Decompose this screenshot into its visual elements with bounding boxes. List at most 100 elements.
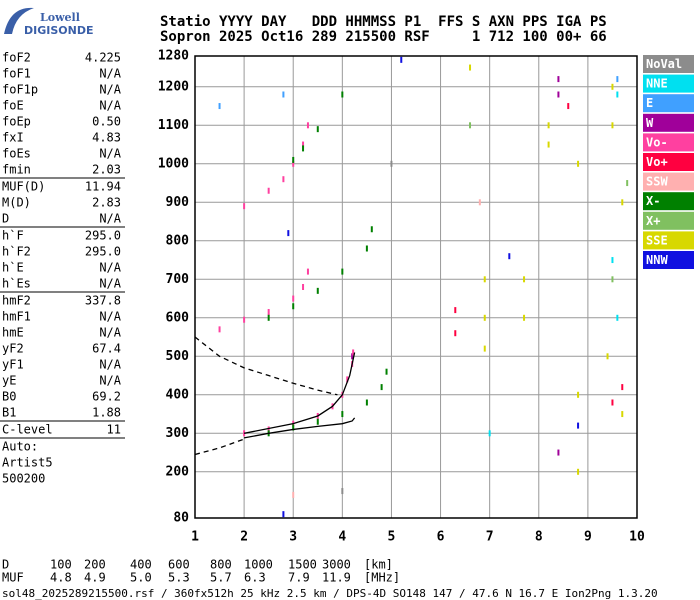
distance-muf-cell: MUF — [2, 571, 24, 585]
echo-point — [292, 424, 295, 431]
echo-point — [341, 411, 344, 418]
legend-label: Vo+ — [646, 155, 668, 169]
param-name: 500200 — [2, 472, 45, 486]
y-tick-label: 1000 — [158, 156, 189, 171]
param-value: N/A — [99, 326, 121, 340]
echo-point — [508, 253, 511, 260]
param-value: N/A — [99, 374, 121, 388]
legend-label: NNE — [646, 77, 668, 91]
echo-point — [611, 257, 614, 264]
param-name: foEp — [2, 115, 31, 129]
echo-point — [267, 187, 270, 194]
param-name: h`E — [2, 261, 24, 275]
distance-muf-cell: 100 — [50, 558, 72, 572]
param-name: Artist5 — [2, 456, 53, 470]
echo-point — [547, 122, 550, 129]
legend-swatch — [643, 231, 694, 250]
y-tick-label: 300 — [166, 426, 190, 441]
echo-point — [302, 145, 305, 152]
param-value: 2.83 — [92, 196, 121, 210]
echo-point — [341, 488, 344, 495]
echo-point — [352, 349, 355, 356]
echo-point — [616, 91, 619, 98]
param-value: 0.50 — [92, 115, 121, 129]
echo-point — [292, 303, 295, 310]
echo-point — [611, 122, 614, 129]
x-tick-label: 4 — [338, 530, 346, 545]
param-value: N/A — [99, 358, 121, 372]
echo-point — [483, 276, 486, 283]
legend-label: X+ — [646, 214, 660, 228]
param-name: fxI — [2, 131, 24, 145]
echo-point — [316, 126, 319, 133]
echo-point — [577, 391, 580, 398]
param-value: N/A — [99, 212, 121, 226]
y-tick-label: 400 — [166, 387, 190, 402]
y-tick-label: 900 — [166, 195, 190, 210]
echo-point — [351, 353, 354, 360]
echo-point — [306, 122, 309, 129]
param-name: yF2 — [2, 342, 24, 356]
param-value: 337.8 — [85, 294, 121, 308]
param-value: 69.2 — [92, 390, 121, 404]
param-name: yE — [2, 374, 16, 388]
echo-point — [292, 160, 295, 167]
param-name: M(D) — [2, 196, 31, 210]
x-tick-label: 1 — [191, 530, 199, 545]
legend-label: SSW — [646, 175, 668, 189]
param-value: N/A — [99, 261, 121, 275]
y-tick-label: 1100 — [158, 118, 189, 133]
distance-muf-cell: 6.3 — [244, 571, 266, 585]
logo: Lowell DIGISONDE — [4, 7, 93, 37]
distance-muf-cell: D — [2, 558, 9, 572]
echo-point — [292, 491, 295, 498]
y-tick-label: 800 — [166, 233, 190, 248]
legend-swatch — [643, 211, 694, 230]
echo-point — [302, 141, 305, 148]
echo-point — [341, 91, 344, 98]
param-name: fmin — [2, 163, 31, 177]
param-value: N/A — [99, 147, 121, 161]
param-value: N/A — [99, 99, 121, 113]
model-curve — [243, 352, 356, 434]
echo-point — [606, 353, 609, 360]
distance-muf-cell: 11.9 — [322, 571, 351, 585]
param-name: hmF1 — [2, 310, 31, 324]
model-curve — [194, 336, 338, 396]
param-name: B0 — [2, 390, 16, 404]
echo-point — [267, 426, 270, 433]
legend-label: X- — [646, 194, 660, 208]
echo-point — [577, 160, 580, 167]
echo-point — [454, 330, 457, 337]
legend-swatch — [643, 172, 694, 191]
y-tick-label: 500 — [166, 349, 190, 364]
param-name: C-level — [2, 423, 53, 437]
echo-point — [243, 203, 246, 210]
y-tick-label: 1280 — [158, 49, 189, 64]
distance-muf-cell: 5.0 — [130, 571, 152, 585]
distance-muf-cell: 5.3 — [168, 571, 190, 585]
distance-muf-cell: 4.8 — [50, 571, 72, 585]
echo-point — [454, 307, 457, 314]
echo-point — [557, 91, 560, 98]
legend-swatch — [643, 74, 694, 93]
param-name: foE — [2, 99, 24, 113]
echo-point — [306, 268, 309, 275]
legend-label: SSE — [646, 233, 668, 247]
echo-point — [488, 430, 491, 437]
header-line: Sopron 2025 Oct16 289 215500 RSF 1 712 1… — [160, 29, 607, 45]
y-tick-label: 700 — [166, 272, 190, 287]
echo-point — [243, 316, 246, 323]
param-value: N/A — [99, 83, 121, 97]
y-tick-label: 80 — [173, 511, 189, 526]
echo-point — [380, 384, 383, 391]
distance-muf-cell: [km] — [364, 558, 393, 572]
legend-label: NoVal — [646, 57, 682, 71]
echo-point — [400, 56, 403, 63]
echo-point — [292, 156, 295, 163]
legend-swatch — [643, 113, 694, 132]
x-tick-label: 3 — [289, 530, 297, 545]
echo-point — [469, 122, 472, 129]
echo-point — [267, 314, 270, 321]
